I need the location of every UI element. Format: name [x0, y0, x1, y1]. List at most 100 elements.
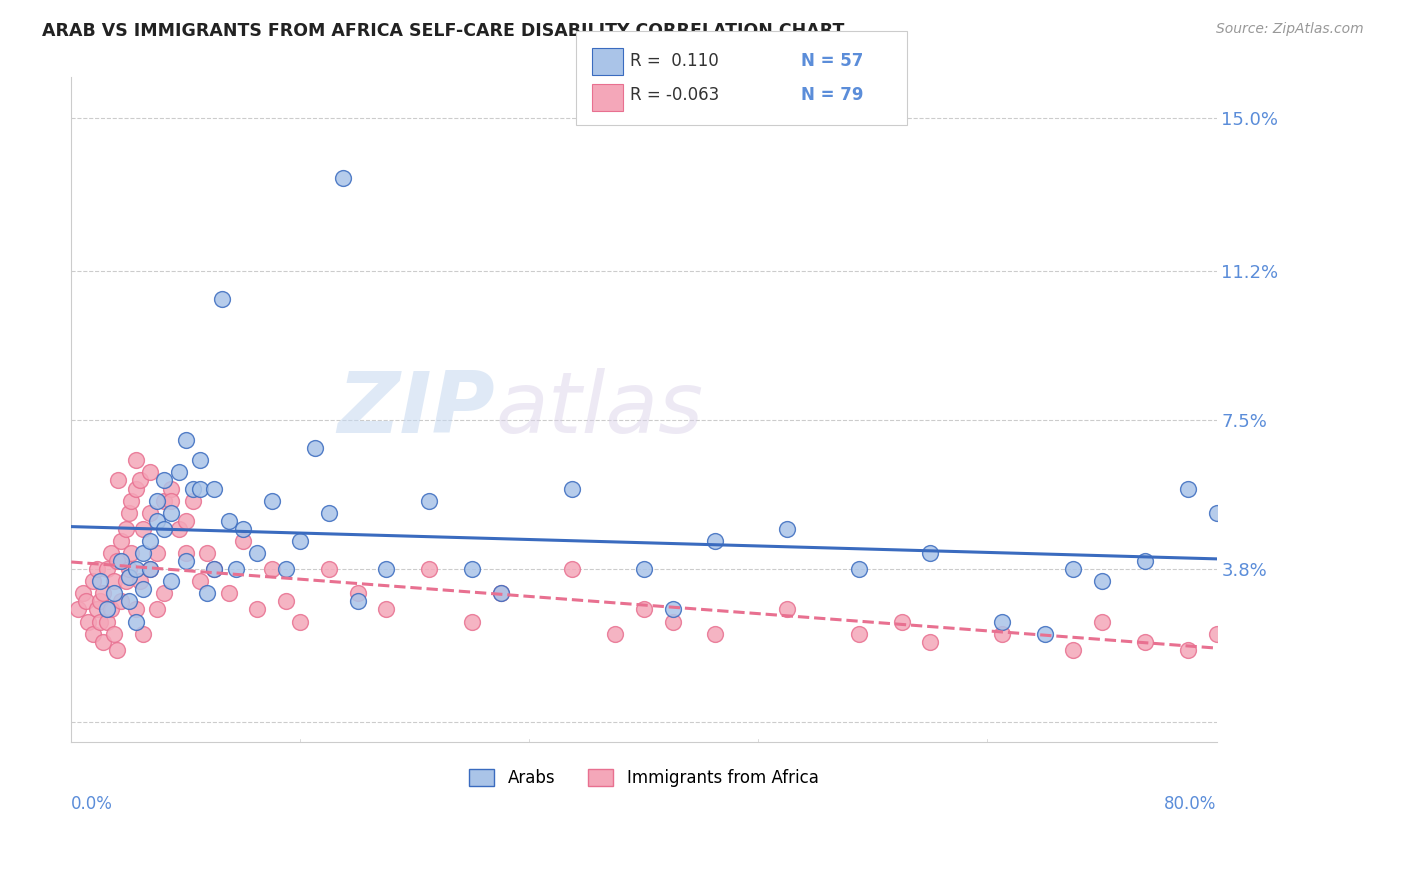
Point — [105, 642, 128, 657]
Point — [260, 562, 283, 576]
Text: N = 57: N = 57 — [801, 52, 863, 70]
Point — [132, 522, 155, 536]
Point — [75, 594, 97, 608]
Point — [1177, 642, 1199, 657]
Point — [91, 634, 114, 648]
Text: 80.0%: 80.0% — [1164, 795, 1216, 813]
Point — [120, 493, 142, 508]
Point — [633, 602, 655, 616]
Point — [332, 171, 354, 186]
Point — [274, 562, 297, 576]
Point — [100, 602, 122, 616]
Point — [188, 453, 211, 467]
Point — [260, 493, 283, 508]
Point — [167, 522, 190, 536]
Point — [181, 493, 204, 508]
Text: atlas: atlas — [495, 368, 703, 451]
Point — [890, 615, 912, 629]
Point — [139, 562, 162, 576]
Point — [920, 634, 942, 648]
Point — [132, 582, 155, 597]
Point — [304, 442, 326, 456]
Point — [160, 506, 183, 520]
Point — [375, 602, 398, 616]
Point — [117, 570, 139, 584]
Point — [139, 506, 162, 520]
Point — [661, 615, 683, 629]
Text: ARAB VS IMMIGRANTS FROM AFRICA SELF-CARE DISABILITY CORRELATION CHART: ARAB VS IMMIGRANTS FROM AFRICA SELF-CARE… — [42, 22, 845, 40]
Point — [82, 626, 104, 640]
Point — [202, 482, 225, 496]
Point — [346, 586, 368, 600]
Point — [274, 594, 297, 608]
Point — [561, 562, 583, 576]
Text: ZIP: ZIP — [337, 368, 495, 451]
Point — [848, 626, 870, 640]
Point — [1033, 626, 1056, 640]
Point — [91, 586, 114, 600]
Point — [89, 574, 111, 589]
Point — [174, 433, 197, 447]
Point — [290, 615, 312, 629]
Point — [96, 602, 118, 616]
Point — [114, 522, 136, 536]
Point — [318, 562, 340, 576]
Point — [418, 493, 440, 508]
Point — [1205, 506, 1227, 520]
Point — [633, 562, 655, 576]
Text: 0.0%: 0.0% — [72, 795, 112, 813]
Point — [100, 546, 122, 560]
Point — [848, 562, 870, 576]
Point — [188, 482, 211, 496]
Point — [96, 615, 118, 629]
Point — [105, 554, 128, 568]
Point — [1062, 642, 1084, 657]
Point — [146, 493, 169, 508]
Point — [195, 586, 218, 600]
Text: Source: ZipAtlas.com: Source: ZipAtlas.com — [1216, 22, 1364, 37]
Point — [124, 615, 146, 629]
Point — [129, 474, 152, 488]
Point — [991, 615, 1014, 629]
Point — [67, 602, 90, 616]
Point — [232, 522, 254, 536]
Point — [246, 546, 269, 560]
Point — [103, 574, 125, 589]
Point — [704, 533, 727, 548]
Point — [86, 562, 108, 576]
Point — [661, 602, 683, 616]
Text: R = -0.063: R = -0.063 — [630, 87, 718, 104]
Point — [96, 562, 118, 576]
Point — [1133, 634, 1156, 648]
Point — [1062, 562, 1084, 576]
Point — [132, 626, 155, 640]
Point — [232, 533, 254, 548]
Point — [120, 546, 142, 560]
Point — [174, 546, 197, 560]
Point — [346, 594, 368, 608]
Point — [117, 506, 139, 520]
Point — [103, 586, 125, 600]
Point — [776, 602, 799, 616]
Point — [202, 562, 225, 576]
Point — [218, 514, 240, 528]
Point — [704, 626, 727, 640]
Point — [103, 626, 125, 640]
Point — [375, 562, 398, 576]
Point — [489, 586, 512, 600]
Point — [153, 586, 176, 600]
Point — [129, 574, 152, 589]
Point — [124, 453, 146, 467]
Point — [991, 626, 1014, 640]
Point — [1091, 615, 1114, 629]
Point — [77, 615, 100, 629]
Point — [181, 482, 204, 496]
Point — [110, 594, 132, 608]
Point — [174, 554, 197, 568]
Point — [1177, 482, 1199, 496]
Point — [1205, 626, 1227, 640]
Point — [153, 493, 176, 508]
Point — [561, 482, 583, 496]
Point — [146, 514, 169, 528]
Point — [110, 533, 132, 548]
